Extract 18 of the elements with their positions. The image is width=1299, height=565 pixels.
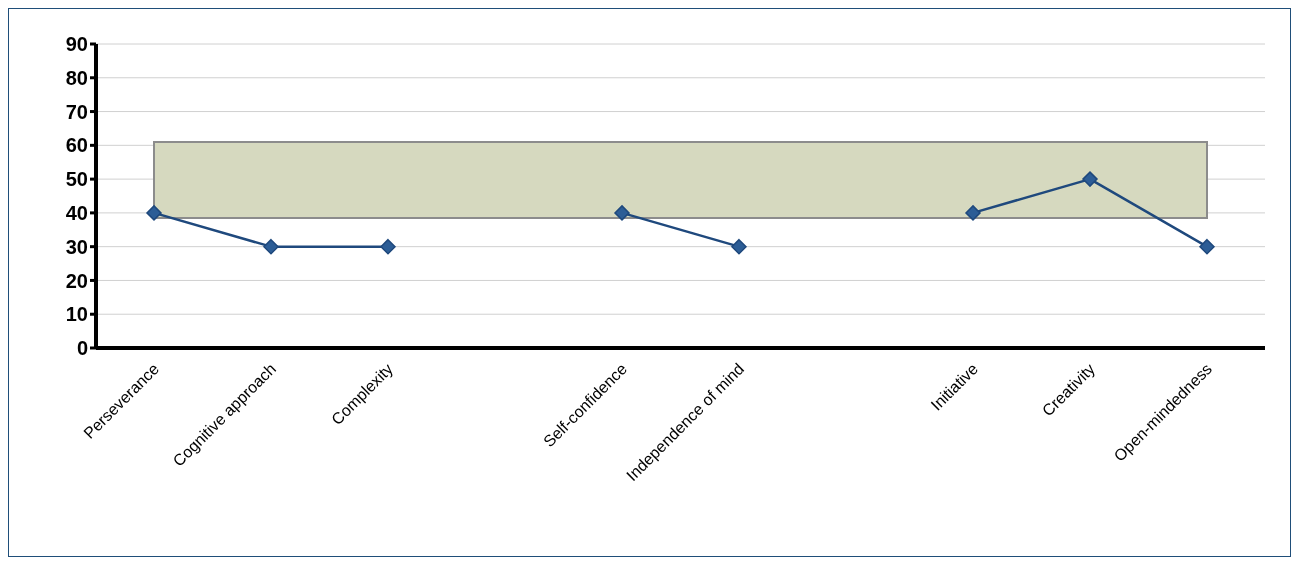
point [731, 238, 747, 255]
point [1082, 171, 1098, 187]
y-tick-label: 90 [65, 33, 88, 56]
y-tick-label: 10 [65, 303, 88, 326]
point [380, 238, 396, 255]
y-tick-label: 30 [65, 235, 88, 258]
y-tick-label: 0 [76, 337, 88, 360]
y-tick-label: 50 [65, 168, 88, 191]
point [263, 238, 279, 255]
point [614, 205, 630, 221]
point [146, 205, 162, 221]
y-tick-label: 70 [65, 100, 88, 123]
point [1199, 238, 1215, 255]
y-tick-label: 40 [65, 201, 88, 224]
y-tick-label: 80 [65, 66, 88, 89]
y-tick-label: 20 [65, 269, 88, 292]
y-tick-label: 60 [65, 134, 88, 157]
point [965, 205, 981, 221]
